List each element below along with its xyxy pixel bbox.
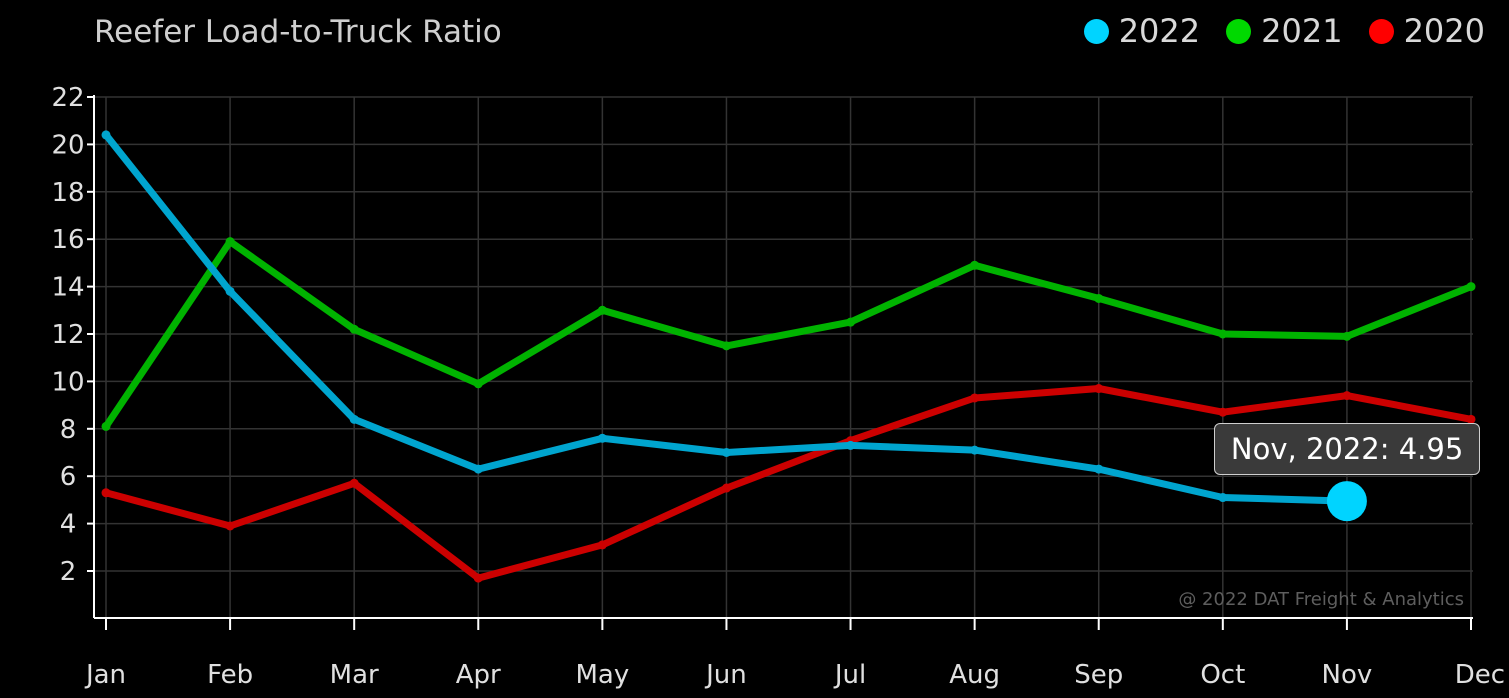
y-tick-label-4: 4 (60, 510, 77, 540)
y-tick-label-14: 14 (51, 273, 84, 303)
data-point-2020-nov[interactable] (1342, 391, 1352, 401)
x-tick-label-mar: Mar (330, 660, 379, 690)
data-point-2020-may[interactable] (597, 540, 607, 550)
data-point-2021-oct[interactable] (1218, 329, 1228, 339)
legend-label-2022: 2022 (1118, 12, 1201, 50)
legend-item-2022[interactable]: 2022 (1083, 12, 1201, 50)
data-point-2021-sep[interactable] (1094, 293, 1104, 303)
data-point-2022-oct[interactable] (1218, 493, 1228, 503)
data-point-2021-jul[interactable] (846, 317, 856, 327)
data-point-2022-jan[interactable] (101, 130, 111, 140)
x-tick-label-jan: Jan (84, 660, 126, 690)
data-point-2020-jan[interactable] (101, 488, 111, 498)
data-point-2022-sep[interactable] (1094, 464, 1104, 474)
data-point-2020-apr[interactable] (473, 573, 483, 583)
y-tick-label-2: 2 (60, 557, 77, 587)
legend-swatch-2021 (1226, 18, 1252, 44)
data-point-2021-nov[interactable] (1342, 331, 1352, 341)
data-point-2022-mar[interactable] (349, 414, 359, 424)
legend-swatch-2020 (1368, 18, 1394, 44)
x-tick-label-oct: Oct (1200, 660, 1245, 690)
data-point-2020-oct[interactable] (1218, 407, 1228, 417)
legend-label-2020: 2020 (1403, 12, 1485, 50)
x-tick-label-feb: Feb (207, 660, 253, 690)
chart-legend: 2022 2021 2020 (1083, 12, 1485, 50)
data-point-2022-jun[interactable] (721, 448, 731, 457)
data-point-2020-sep[interactable] (1094, 384, 1104, 394)
data-point-2021-jan[interactable] (101, 421, 111, 431)
x-tick-label-dec: Dec (1455, 660, 1505, 690)
x-tick-label-jul: Jul (833, 660, 866, 690)
legend-item-2020[interactable]: 2020 (1368, 12, 1485, 50)
x-tick-label-aug: Aug (949, 660, 1000, 690)
y-tick-label-16: 16 (51, 225, 84, 255)
data-point-2021-may[interactable] (597, 305, 607, 315)
chart-title: Reefer Load-to-Truck Ratio (94, 14, 502, 50)
x-tick-label-nov: Nov (1322, 660, 1373, 690)
x-tick-label-jun: Jun (704, 660, 747, 690)
data-point-2021-feb[interactable] (225, 237, 235, 247)
legend-label-2021: 2021 (1261, 12, 1343, 50)
x-tick-label-apr: Apr (456, 660, 501, 690)
data-point-2021-apr[interactable] (473, 379, 483, 389)
data-point-2020-feb[interactable] (225, 521, 235, 531)
highlighted-data-point[interactable] (1326, 481, 1367, 522)
y-tick-label-10: 10 (51, 367, 84, 397)
data-point-2020-dec[interactable] (1466, 414, 1476, 424)
y-tick-label-12: 12 (51, 320, 84, 350)
x-tick-label-sep: Sep (1074, 660, 1123, 690)
x-tick-label-may: May (575, 660, 629, 690)
data-point-2021-aug[interactable] (970, 260, 980, 270)
data-point-2021-jun[interactable] (721, 341, 731, 351)
y-tick-label-8: 8 (60, 415, 77, 445)
data-point-2021-mar[interactable] (349, 324, 359, 334)
series-line-2021 (102, 238, 1475, 430)
data-point-2022-jul[interactable] (846, 440, 856, 450)
data-point-2021-dec[interactable] (1466, 282, 1476, 292)
data-tooltip: Nov, 2022: 4.95 (1213, 423, 1481, 476)
data-point-2020-mar[interactable] (349, 478, 359, 488)
y-tick-label-18: 18 (51, 178, 84, 208)
series-line-2020 (102, 385, 1475, 582)
data-point-2020-aug[interactable] (970, 393, 980, 403)
watermark-text: @ 2022 DAT Freight & Analytics (1178, 589, 1464, 610)
legend-item-2021[interactable]: 2021 (1226, 12, 1343, 50)
data-point-2022-may[interactable] (597, 433, 607, 443)
y-tick-label-6: 6 (60, 462, 77, 492)
data-point-2020-jun[interactable] (721, 483, 731, 493)
data-point-2022-apr[interactable] (473, 464, 483, 474)
legend-swatch-2022 (1083, 18, 1109, 44)
y-tick-label-22: 22 (51, 83, 84, 113)
data-point-2022-aug[interactable] (970, 445, 980, 455)
y-tick-label-20: 20 (51, 130, 84, 160)
data-point-2022-feb[interactable] (225, 286, 235, 296)
